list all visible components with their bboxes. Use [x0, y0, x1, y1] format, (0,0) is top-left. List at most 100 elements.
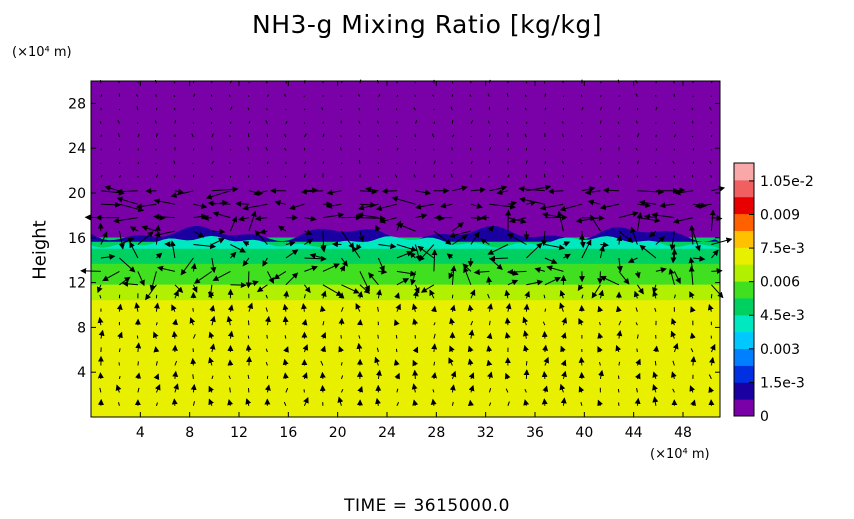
wind-arrow: [417, 245, 435, 259]
wind-arrow: [396, 388, 399, 393]
wind-arrow: [526, 200, 537, 207]
wind-arrow: [365, 186, 379, 193]
wind-arrow: [229, 216, 238, 232]
wind-arrow: [618, 271, 630, 285]
wind-arrow: [634, 271, 641, 279]
wind-arrow: [118, 348, 121, 353]
wind-arrow: [580, 94, 583, 97]
wind-arrow: [242, 241, 250, 247]
wind-arrow: [118, 80, 120, 84]
wind-arrow: [99, 121, 102, 124]
wind-arrow: [304, 187, 319, 194]
colorbar-swatch: [734, 230, 754, 248]
wind-arrow: [209, 343, 216, 353]
wind-arrow: [340, 147, 342, 151]
wind-arrow: [412, 369, 419, 379]
wind-arrow: [710, 121, 712, 124]
wind-arrow: [153, 346, 160, 353]
wind-arrow: [561, 317, 568, 326]
wind-arrow: [431, 133, 435, 138]
wind-arrow: [322, 121, 324, 124]
wind-arrow: [581, 294, 584, 299]
wind-arrow: [283, 346, 289, 353]
wind-arrow: [655, 81, 657, 84]
wind-arrow: [338, 345, 344, 353]
time-label: TIME = 3615000.0: [344, 496, 510, 516]
wind-arrow: [469, 147, 472, 151]
wind-arrow: [303, 396, 309, 407]
wind-arrow: [355, 243, 362, 251]
wind-arrow: [543, 294, 546, 299]
wind-arrow: [340, 388, 344, 393]
x-tick-label: 24: [378, 425, 396, 441]
wind-arrow: [266, 94, 270, 97]
heatmap-field: [91, 81, 720, 417]
wind-arrow: [192, 374, 194, 379]
wind-arrow: [228, 94, 231, 97]
wind-arrow: [235, 200, 249, 207]
wind-arrow: [547, 188, 564, 195]
wind-arrow: [433, 361, 436, 366]
wind-arrow: [649, 230, 657, 238]
wind-arrow: [319, 305, 326, 313]
wind-arrow: [635, 307, 638, 312]
wind-arrow: [602, 187, 619, 194]
wind-arrow: [618, 95, 621, 97]
wind-arrow: [615, 344, 622, 353]
wind-arrow: [488, 388, 492, 393]
colorbar-swatch: [734, 365, 754, 383]
colorbar-tick-label: 0.003: [760, 342, 800, 358]
wind-arrow: [674, 189, 693, 196]
wind-arrow: [137, 271, 145, 287]
wind-arrow: [524, 107, 527, 111]
wind-arrow: [202, 214, 212, 221]
wind-arrow: [655, 267, 667, 274]
colorbar-swatch: [734, 163, 754, 181]
wind-arrow: [170, 190, 194, 198]
wind-arrow: [543, 149, 546, 151]
wind-arrow: [173, 81, 176, 84]
wind-arrow: [599, 203, 620, 210]
wind-arrow: [228, 375, 231, 380]
wind-arrow: [376, 289, 382, 299]
wind-arrow: [191, 133, 194, 138]
wind-arrow: [575, 217, 601, 224]
wind-arrow: [470, 320, 474, 326]
wind-arrow: [173, 94, 176, 97]
x-tick-label: 20: [329, 425, 347, 441]
wind-arrow: [137, 231, 154, 245]
wind-arrow: [691, 135, 694, 138]
wind-arrow: [412, 318, 419, 326]
wind-arrow: [450, 106, 453, 111]
wind-arrow: [256, 284, 268, 293]
wind-arrow: [689, 332, 696, 339]
wind-arrow: [248, 162, 250, 165]
wind-arrow: [266, 334, 268, 339]
wind-arrow: [302, 372, 308, 380]
wind-arrow: [636, 388, 638, 393]
wind-arrow: [396, 270, 417, 277]
wind-arrow: [546, 265, 564, 272]
wind-arrow: [507, 279, 519, 286]
wind-arrow: [711, 186, 726, 192]
wind-arrow: [259, 228, 268, 235]
wind-arrow: [285, 272, 299, 286]
wind-arrow: [155, 148, 157, 151]
wind-arrow: [265, 294, 268, 299]
wind-arrow: [122, 280, 138, 287]
wind-arrow: [446, 253, 454, 260]
wind-arrow: [708, 374, 712, 380]
wind-arrow: [414, 94, 416, 97]
wind-arrow: [368, 272, 379, 286]
wind-arrow: [544, 257, 558, 264]
wind-arrow: [557, 210, 564, 232]
colorbar: 0 1.5e-3 0.003 4.5e-3 0.006 7.5e-3 0.009 1.05e-…: [733, 162, 814, 425]
wind-arrow: [470, 160, 473, 165]
wind-arrow: [341, 284, 360, 294]
wind-arrow: [96, 284, 103, 294]
wind-arrow: [618, 106, 621, 111]
wind-arrow: [117, 119, 120, 124]
wind-arrow: [155, 133, 158, 138]
wind-arrow: [541, 398, 548, 406]
wind-arrow: [449, 304, 456, 312]
